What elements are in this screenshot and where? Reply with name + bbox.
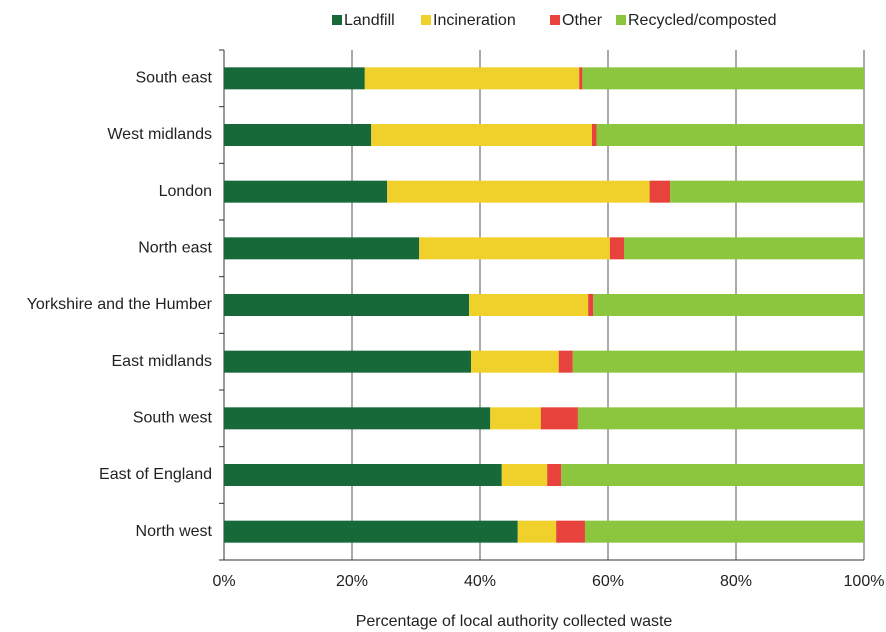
bar-segment — [649, 180, 671, 203]
legend-label: Incineration — [433, 12, 516, 29]
bar-segment — [572, 350, 864, 373]
x-axis-title: Percentage of local authority collected … — [356, 613, 673, 630]
bar-segment — [224, 124, 372, 146]
legend-swatch — [616, 15, 626, 25]
x-tick-label: 80% — [720, 573, 752, 590]
bar-segment — [517, 520, 557, 543]
bar-segment — [224, 294, 470, 316]
bar-segment — [501, 464, 548, 486]
bar-segment — [224, 180, 388, 203]
legend-swatch — [421, 15, 431, 25]
x-tick-label: 60% — [592, 573, 624, 590]
bar-segment — [582, 67, 864, 90]
bar-segment — [419, 237, 610, 260]
legend-label: Recycled/composted — [628, 12, 777, 29]
legend-label: Other — [562, 12, 603, 29]
legend-swatch — [550, 15, 560, 25]
bar-segment — [592, 124, 597, 146]
bar-segment — [371, 124, 592, 146]
bar-segment — [579, 67, 583, 90]
legend-label: Landfill — [344, 12, 395, 29]
bar-segment — [490, 407, 541, 430]
bar-segment — [561, 464, 864, 486]
bar-segment — [540, 407, 578, 430]
bar-segment — [577, 407, 864, 430]
bar-segment — [547, 464, 562, 486]
bar-segment — [224, 407, 491, 430]
y-tick-label: Yorkshire and the Humber — [27, 296, 213, 313]
bar-segment — [471, 350, 559, 373]
bar-segment — [670, 180, 864, 203]
y-tick-label: East midlands — [112, 353, 213, 370]
bar-segment — [224, 520, 518, 543]
bar-segment — [387, 180, 650, 203]
x-tick-label: 0% — [212, 573, 235, 590]
y-tick-label: North east — [138, 240, 212, 257]
bar-segment — [593, 294, 864, 316]
bar-segment — [558, 350, 573, 373]
x-tick-label: 20% — [336, 573, 368, 590]
bar-segment — [469, 294, 589, 316]
x-tick-label: 100% — [844, 573, 885, 590]
y-tick-label: London — [159, 183, 212, 200]
bar-segment — [609, 237, 624, 260]
y-tick-label: West midlands — [107, 126, 212, 143]
bar-segment — [624, 237, 864, 260]
legend-swatch — [332, 15, 342, 25]
bar-segment — [584, 520, 864, 543]
y-tick-label: North west — [136, 523, 213, 540]
y-tick-label: East of England — [99, 466, 212, 483]
bar-segment — [224, 67, 365, 90]
x-tick-label: 40% — [464, 573, 496, 590]
y-tick-label: South east — [136, 70, 213, 87]
bar-segment — [224, 237, 420, 260]
bar-segment — [588, 294, 594, 316]
y-tick-label: South west — [133, 410, 213, 427]
bar-segment — [596, 124, 864, 146]
bar-segment — [364, 67, 580, 90]
bar-segment — [556, 520, 585, 543]
bar-segment — [224, 350, 472, 373]
bar-segment — [224, 464, 502, 486]
